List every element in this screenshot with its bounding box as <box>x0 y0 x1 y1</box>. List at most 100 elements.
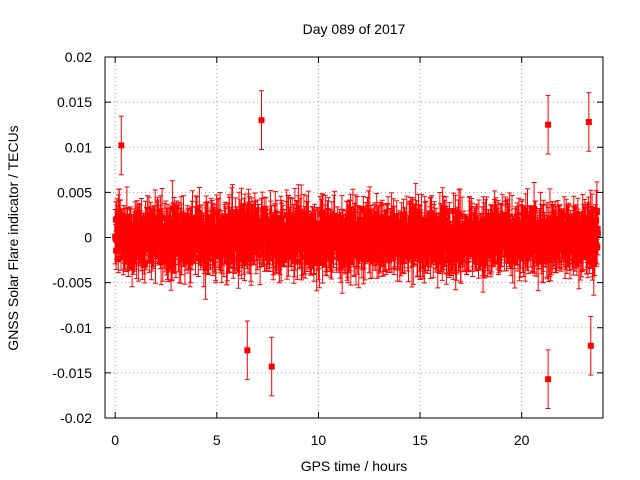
data-point <box>160 244 167 251</box>
data-point <box>355 255 362 262</box>
y-tick-label: 0.02 <box>65 49 92 65</box>
data-point <box>347 259 354 266</box>
data-point <box>187 259 194 266</box>
data-point <box>402 233 408 240</box>
y-tick-label: -0.005 <box>52 275 92 291</box>
data-point <box>364 221 371 228</box>
data-point <box>512 223 519 230</box>
data-point <box>191 239 198 246</box>
y-tick-label: -0.01 <box>60 320 92 336</box>
data-point <box>202 265 209 272</box>
data-point <box>165 248 172 255</box>
data-point <box>171 239 178 245</box>
data-point <box>213 210 220 217</box>
data-point <box>337 255 344 262</box>
y-tick-label: 0.015 <box>57 94 92 110</box>
data-point <box>186 245 193 252</box>
data-point <box>550 243 557 250</box>
data-point <box>373 242 379 249</box>
data-point <box>346 221 353 228</box>
data-point <box>118 142 125 149</box>
data-point <box>573 252 580 259</box>
x-tick-label: 20 <box>514 432 530 448</box>
data-point <box>303 222 310 229</box>
data-point <box>223 251 230 258</box>
data-point <box>316 255 323 262</box>
data-point <box>309 234 316 241</box>
data-point <box>244 347 251 354</box>
data-point <box>212 252 219 259</box>
data-point <box>352 226 358 233</box>
data-point <box>441 245 448 252</box>
data-point <box>322 232 328 239</box>
data-point <box>570 220 577 226</box>
data-point <box>491 213 498 220</box>
data-point <box>587 209 594 216</box>
data-point <box>593 217 600 224</box>
data-point <box>420 230 427 237</box>
data-point <box>133 229 140 236</box>
data-point <box>217 217 224 224</box>
data-point <box>163 256 170 263</box>
data-point <box>365 216 372 223</box>
data-point <box>288 233 295 239</box>
data-point <box>343 217 350 224</box>
data-point <box>407 222 414 229</box>
data-point <box>463 235 470 242</box>
data-point <box>194 222 201 229</box>
data-point <box>380 251 387 258</box>
data-point <box>495 224 502 231</box>
data-point <box>279 223 286 230</box>
data-point <box>435 245 442 252</box>
data-point <box>539 250 545 257</box>
data-point <box>236 251 243 258</box>
data-point <box>360 207 367 214</box>
data-point <box>448 253 455 260</box>
data-point <box>221 239 228 245</box>
data-point <box>525 244 532 251</box>
data-point <box>456 228 463 234</box>
data-point <box>576 227 583 233</box>
data-point <box>281 246 288 253</box>
data-point <box>300 210 307 217</box>
data-point <box>141 240 148 247</box>
data-point <box>268 236 275 243</box>
data-point <box>478 241 485 248</box>
data-point <box>410 252 417 258</box>
y-tick-label: 0 <box>84 230 92 246</box>
data-point <box>480 219 487 226</box>
data-point <box>385 248 392 255</box>
data-point <box>292 244 299 251</box>
data-point <box>339 260 346 267</box>
data-point <box>208 214 215 221</box>
data-point <box>212 247 219 254</box>
data-point <box>167 237 173 244</box>
data-point <box>517 247 524 253</box>
data-point <box>524 253 531 260</box>
data-point <box>345 229 352 236</box>
data-point <box>470 249 476 256</box>
data-point <box>357 230 364 237</box>
data-point <box>236 220 242 227</box>
data-point <box>137 221 144 228</box>
data-point <box>374 225 381 232</box>
data-point <box>305 217 312 224</box>
data-point <box>278 259 285 265</box>
data-point <box>536 226 543 233</box>
data-point <box>579 253 586 260</box>
data-point <box>169 205 176 212</box>
data-point <box>391 246 397 252</box>
data-point <box>587 342 594 349</box>
data-point <box>563 212 570 219</box>
data-point <box>404 253 411 259</box>
data-point <box>388 217 395 224</box>
data-point <box>116 213 123 220</box>
data-point <box>465 245 472 252</box>
data-point <box>427 211 434 218</box>
data-point <box>220 248 227 255</box>
data-point <box>452 216 459 222</box>
data-point <box>575 257 582 264</box>
y-tick-label: -0.02 <box>60 410 92 426</box>
data-point <box>592 238 599 244</box>
data-point <box>465 250 472 257</box>
